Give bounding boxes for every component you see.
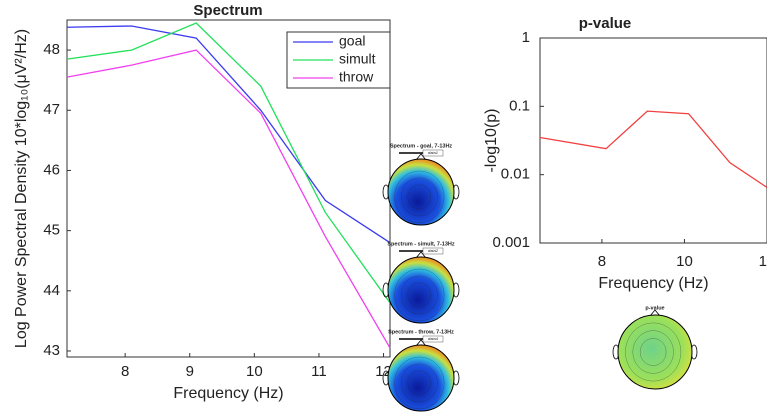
x-axis-label: Frequency (Hz)	[173, 385, 283, 402]
contour	[394, 268, 445, 322]
y-tick-label: 45	[43, 222, 60, 239]
legend-label: throw	[339, 69, 374, 85]
contour	[401, 275, 438, 315]
topoplot-title: Spectrum - simult, 7-13Hz	[387, 241, 454, 247]
x-tick-label: 12	[759, 253, 767, 270]
x-axis-label: Frequency (Hz)	[598, 275, 708, 292]
x-tick-label: 10	[676, 253, 693, 270]
contour	[640, 338, 667, 366]
topoplot-legend-label: data2	[428, 248, 439, 253]
topoplot-title: Spectrum - throw, 7-13Hz	[388, 329, 454, 335]
topoplot: p-value	[612, 305, 698, 390]
y-tick-label: 47	[43, 101, 60, 118]
legend-label: goal	[339, 33, 365, 49]
y-tick-label: 44	[43, 282, 60, 299]
head	[387, 256, 455, 324]
series-line	[66, 49, 391, 349]
plot-area	[539, 37, 767, 244]
topoplot-title: Spectrum - goal, 7-13Hz	[390, 143, 453, 149]
contour	[407, 282, 432, 308]
series-line	[66, 25, 391, 244]
y-tick-label: 46	[43, 161, 60, 178]
head	[387, 344, 455, 412]
x-tick-label: 8	[121, 363, 129, 380]
topoplot-legend-label: data1	[428, 150, 438, 155]
y-tick-label: 0.001	[492, 234, 530, 251]
chart-title: Spectrum	[193, 2, 262, 19]
x-tick-label: 10	[246, 363, 263, 380]
y-axis-label: Log Power Spectral Density 10*log₁₀(μV²/…	[13, 29, 30, 348]
contour	[632, 330, 674, 374]
y-tick-label: 48	[43, 41, 60, 58]
contour	[401, 363, 438, 403]
y-tick-label: 0.01	[501, 166, 530, 183]
contour	[407, 184, 432, 210]
chart-title: p-value	[579, 15, 632, 32]
series-line	[66, 22, 391, 304]
head	[387, 158, 455, 226]
series-line	[539, 110, 767, 188]
x-tick-label: 8	[598, 253, 606, 270]
topoplot-legend-label: data4	[428, 336, 439, 341]
contour	[407, 370, 432, 396]
contour	[625, 322, 682, 382]
legend-label: simult	[339, 51, 376, 67]
y-tick-label: 0.1	[509, 97, 530, 114]
y-tick-label: 43	[43, 342, 60, 359]
x-tick-label: 11	[311, 363, 327, 380]
contour	[401, 177, 438, 217]
topoplot-title: p-value	[645, 305, 664, 311]
y-axis-label: -log10(p)	[483, 108, 500, 172]
contour	[394, 170, 445, 224]
y-tick-label: 1	[522, 29, 530, 46]
x-tick-label: 9	[186, 363, 194, 380]
head	[617, 314, 693, 390]
contour	[394, 356, 445, 410]
